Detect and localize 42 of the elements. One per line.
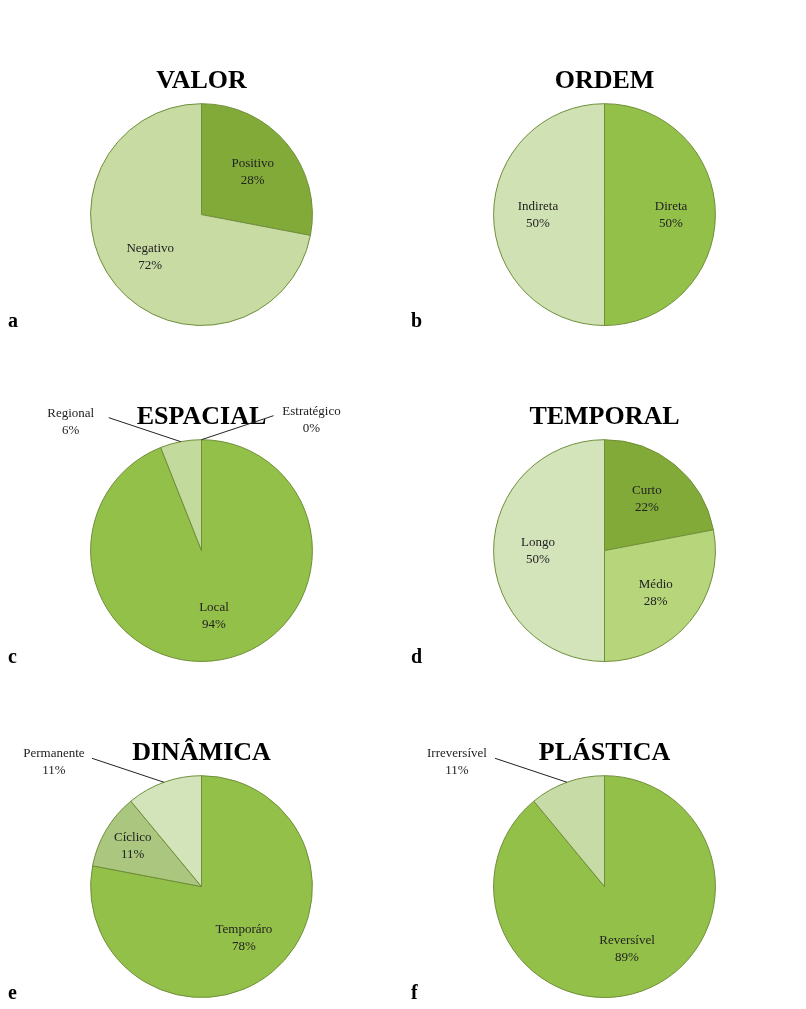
category-label: Estratégico: [282, 402, 341, 418]
chart-title: PLÁSTICA: [538, 737, 671, 767]
data-label: 11%: [42, 762, 66, 778]
slice-label: Local: [199, 598, 230, 614]
text: e: [8, 981, 17, 1004]
data-label: 11%: [121, 845, 145, 861]
data-label: 89%: [615, 949, 640, 965]
chart-title: VALOR: [156, 65, 247, 95]
data-label: 78%: [231, 937, 256, 953]
slice-label: Negativo: [126, 239, 175, 255]
slice-label: Irreversível: [426, 745, 488, 761]
data-label: 22%: [634, 499, 659, 515]
chart-title: DINÂMICA: [132, 737, 272, 767]
slice-label: Regional: [47, 404, 95, 420]
text: d: [411, 645, 423, 668]
data-label: 50%: [526, 550, 551, 566]
slice-label: Médio: [638, 575, 673, 591]
text: a: [8, 309, 18, 332]
slice-label: Temporáro: [215, 920, 273, 936]
data-label: 94%: [202, 615, 227, 631]
slice-label: Longo: [520, 533, 555, 549]
chart-title: TEMPORAL: [529, 401, 680, 431]
slice-label: Positivo: [231, 155, 275, 171]
data-label: 11%: [445, 762, 469, 778]
chart-title: ORDEM: [554, 65, 655, 95]
data-label: 50%: [659, 214, 684, 230]
data-label: 50%: [526, 214, 551, 230]
text: 0%: [302, 419, 321, 435]
slice-label: Direta: [654, 197, 688, 213]
slice-label: Cíclico: [114, 828, 152, 844]
data-label: 6%: [62, 421, 80, 437]
text: f: [411, 981, 418, 1004]
data-label: 28%: [643, 592, 668, 608]
text: c: [8, 645, 17, 668]
slice-label: Curto: [632, 482, 662, 498]
slice-label: Indireta: [517, 197, 559, 213]
slice-label: Permanente: [23, 745, 85, 761]
text: b: [411, 309, 423, 332]
data-label: 28%: [240, 172, 265, 188]
slice-label: Reversível: [599, 932, 656, 948]
chart-title: ESPACIAL: [136, 401, 267, 431]
data-label: 72%: [138, 256, 163, 272]
